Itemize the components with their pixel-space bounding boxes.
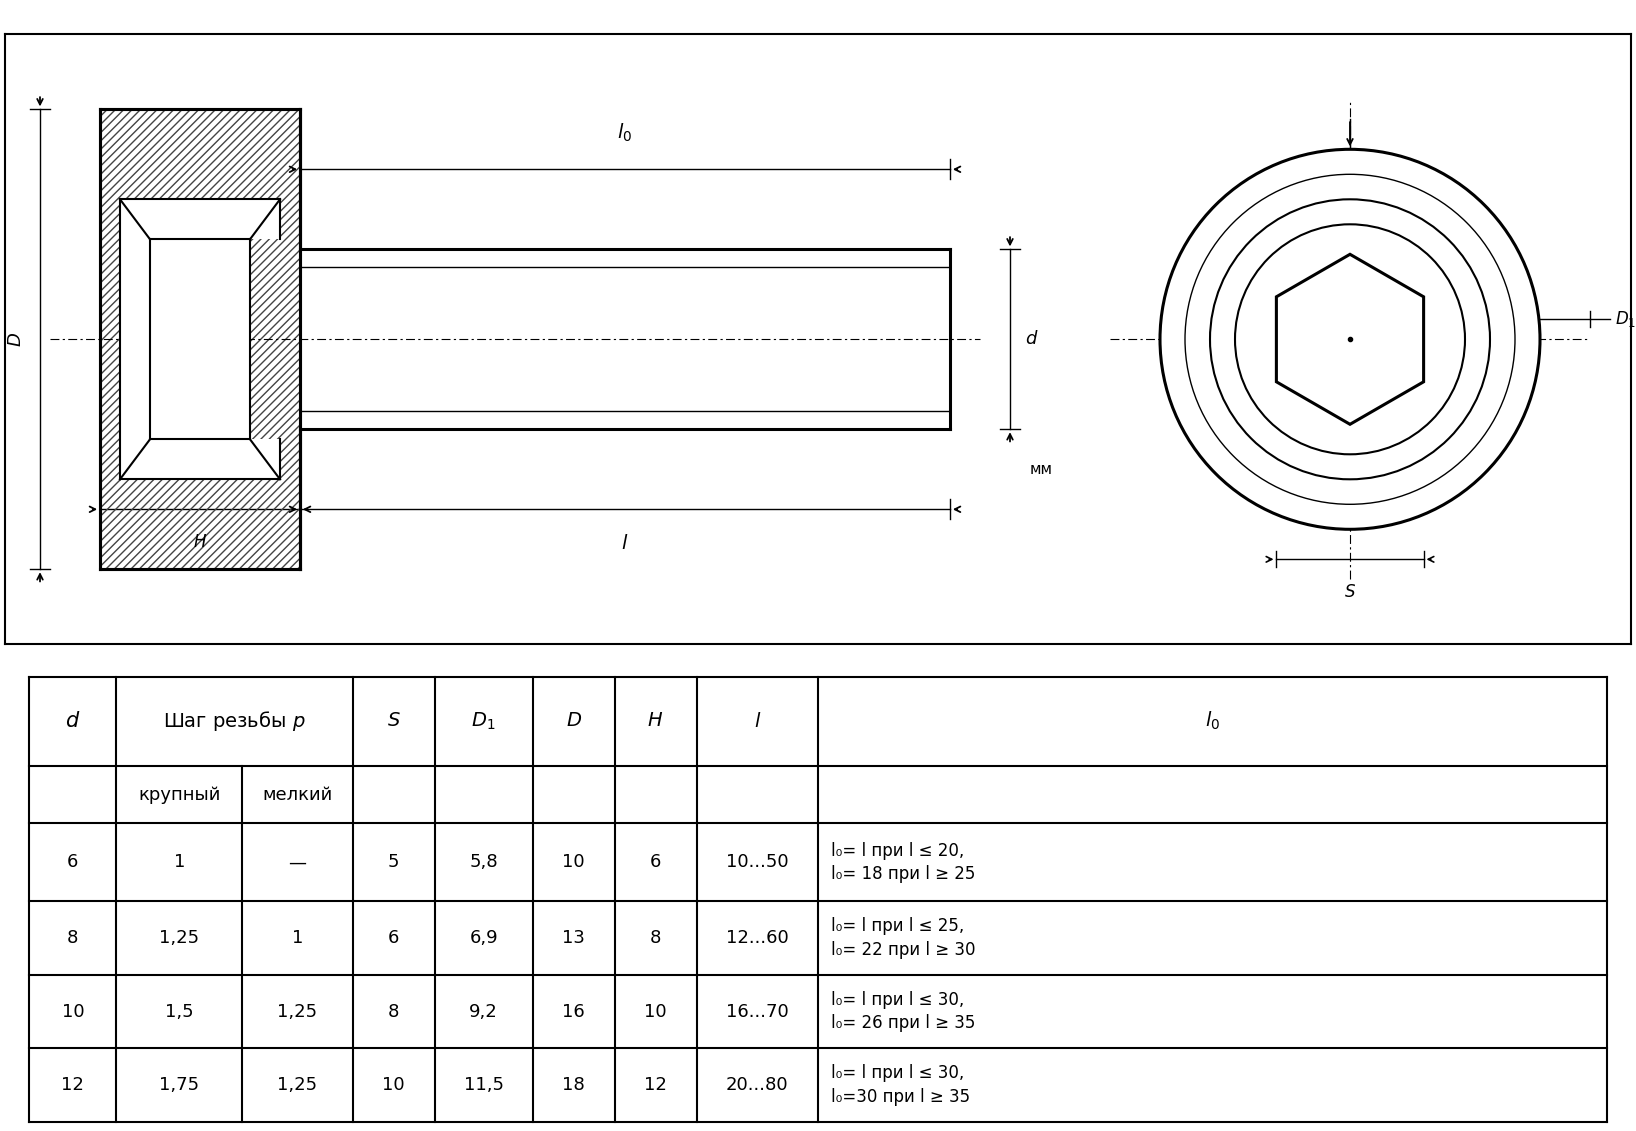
- Text: 10: 10: [563, 854, 584, 871]
- Text: 8: 8: [388, 1002, 399, 1020]
- Text: 11,5: 11,5: [463, 1076, 504, 1094]
- Text: 20...80: 20...80: [726, 1076, 789, 1094]
- Text: 1: 1: [173, 854, 185, 871]
- Text: $S$: $S$: [1345, 585, 1356, 602]
- Text: $S$: $S$: [386, 713, 401, 731]
- Text: $H$: $H$: [193, 534, 208, 551]
- Text: 16: 16: [563, 1002, 586, 1020]
- Text: $d$: $d$: [1026, 330, 1039, 348]
- Text: мм: мм: [1031, 461, 1054, 477]
- Text: l₀= l при l ≤ 25,
l₀= 22 при l ≥ 30: l₀= l при l ≤ 25, l₀= 22 при l ≥ 30: [831, 917, 975, 959]
- Text: 8: 8: [67, 929, 79, 947]
- Text: $l_0$: $l_0$: [617, 122, 633, 145]
- Text: 6: 6: [649, 854, 661, 871]
- Text: $D$: $D$: [7, 331, 25, 347]
- Text: мелкий: мелкий: [262, 786, 332, 803]
- Text: 12...60: 12...60: [726, 929, 789, 947]
- Text: 1,75: 1,75: [159, 1076, 200, 1094]
- Text: $D_1$: $D_1$: [471, 710, 496, 732]
- Text: 12: 12: [62, 1076, 85, 1094]
- Polygon shape: [119, 199, 280, 480]
- Text: l₀= l при l ≤ 30,
l₀=30 при l ≥ 35: l₀= l при l ≤ 30, l₀=30 при l ≥ 35: [831, 1064, 970, 1106]
- Text: $D$: $D$: [566, 713, 581, 731]
- Text: $l_0$: $l_0$: [1204, 710, 1220, 732]
- Text: 10: 10: [62, 1002, 83, 1020]
- Text: 1,25: 1,25: [278, 1076, 317, 1094]
- Text: 10...50: 10...50: [726, 854, 789, 871]
- Text: 10: 10: [645, 1002, 667, 1020]
- Text: —: —: [288, 854, 306, 871]
- Text: $d$: $d$: [65, 711, 80, 731]
- Text: 13: 13: [563, 929, 586, 947]
- Text: $l$: $l$: [622, 534, 628, 553]
- Text: $D_1$: $D_1$: [1615, 309, 1636, 329]
- Text: 1,5: 1,5: [165, 1002, 193, 1020]
- Text: $H$: $H$: [648, 713, 664, 731]
- Polygon shape: [1276, 254, 1423, 424]
- Text: 6: 6: [67, 854, 79, 871]
- Text: 1,25: 1,25: [159, 929, 200, 947]
- Circle shape: [1160, 149, 1539, 529]
- Text: $l$: $l$: [754, 711, 761, 731]
- Text: 8: 8: [649, 929, 661, 947]
- Text: l₀= l при l ≤ 30,
l₀= 26 при l ≥ 35: l₀= l при l ≤ 30, l₀= 26 при l ≥ 35: [831, 991, 975, 1033]
- Text: 18: 18: [563, 1076, 586, 1094]
- Circle shape: [1235, 224, 1464, 455]
- Text: 5,8: 5,8: [470, 854, 497, 871]
- Text: 9,2: 9,2: [470, 1002, 497, 1020]
- Text: крупный: крупный: [137, 786, 221, 803]
- Text: 1: 1: [291, 929, 303, 947]
- Polygon shape: [100, 110, 299, 569]
- Text: Шаг резьбы $p$: Шаг резьбы $p$: [164, 709, 306, 733]
- Text: 10: 10: [383, 1076, 406, 1094]
- Text: 12: 12: [645, 1076, 667, 1094]
- Text: 6,9: 6,9: [470, 929, 497, 947]
- Text: 5: 5: [388, 854, 399, 871]
- Text: 16...70: 16...70: [726, 1002, 789, 1020]
- Text: l₀= l при l ≤ 20,
l₀= 18 при l ≥ 25: l₀= l при l ≤ 20, l₀= 18 при l ≥ 25: [831, 841, 975, 883]
- Text: 6: 6: [388, 929, 399, 947]
- Text: 1,25: 1,25: [278, 1002, 317, 1020]
